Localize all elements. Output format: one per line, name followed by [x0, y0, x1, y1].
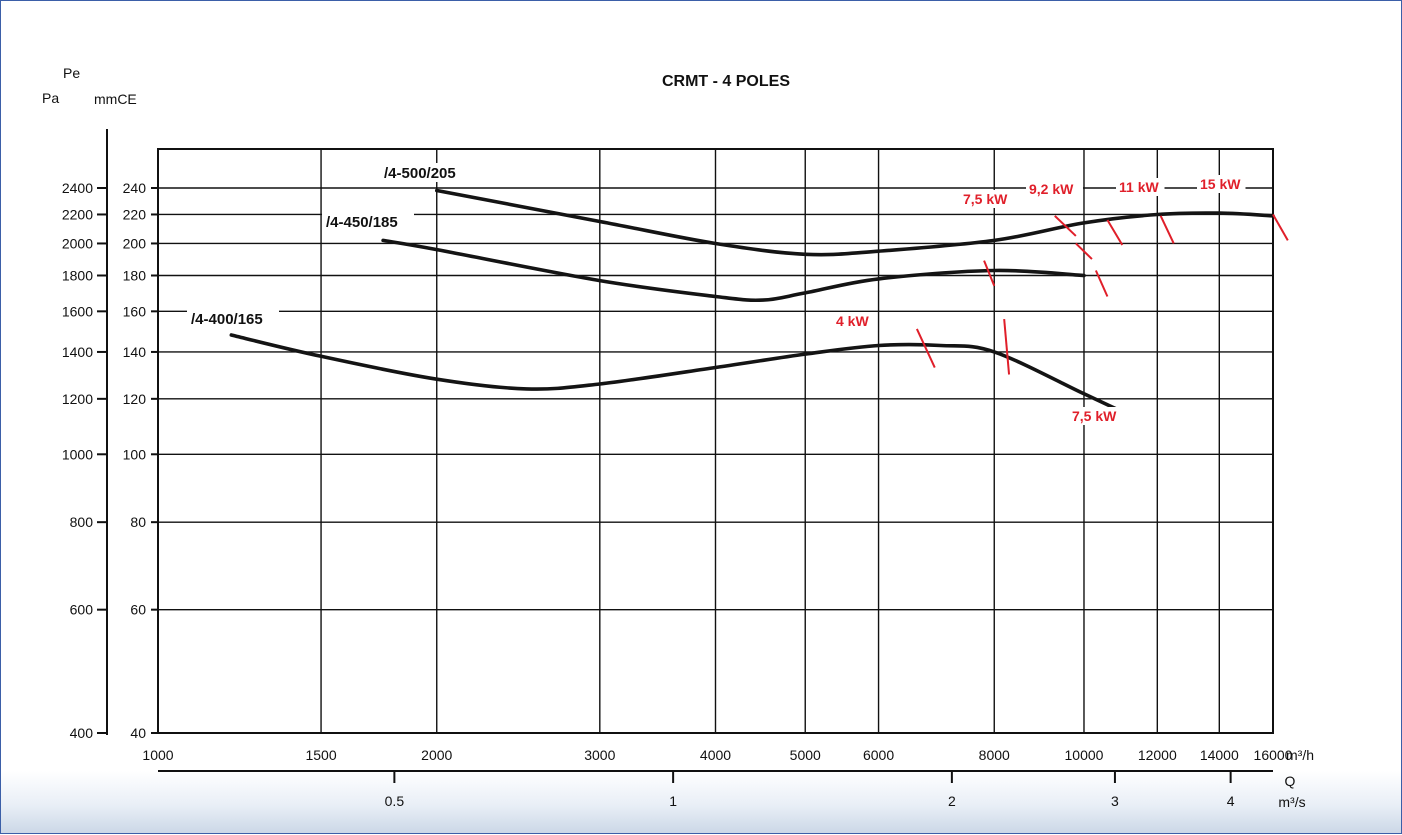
series-label: /4-500/205 [384, 165, 456, 182]
chart-title: CRMT - 4 POLES [662, 73, 790, 90]
power-limit-mark [1272, 213, 1289, 241]
series-label-bg [187, 309, 279, 328]
grid [157, 148, 1274, 734]
pa-tick-label: 800 [70, 514, 94, 530]
power-limit-mark [1159, 215, 1175, 244]
power-label: 9,2 kW [1029, 181, 1074, 197]
x-tick-label: 14000 [1200, 747, 1239, 763]
power-label-bg [1116, 178, 1165, 196]
pa-tick-label: 400 [70, 725, 94, 741]
power-label: 7,5 kW [963, 191, 1008, 207]
x-tick-label: 4000 [700, 747, 731, 763]
power-limit-mark [1054, 215, 1077, 237]
power-label-bg [1069, 407, 1126, 425]
x-tick-label: 2000 [421, 747, 452, 763]
mmce-tick-label: 140 [123, 344, 147, 360]
series-label: /4-400/165 [191, 311, 263, 328]
axes [97, 129, 1273, 783]
series-curve [435, 188, 1275, 257]
mmce-unit-label: mmCE [94, 91, 137, 107]
series-curve [381, 238, 1086, 303]
series-curve [229, 333, 1125, 414]
power-label-bg [1197, 175, 1246, 193]
series-label-bg [322, 212, 414, 231]
series-label: /4-450/185 [326, 214, 398, 231]
x2-tick-label: 0.5 [385, 793, 405, 809]
pa-tick-label: 1800 [62, 268, 93, 284]
power-limit-mark [1106, 219, 1124, 246]
x-tick-label: 8000 [979, 747, 1010, 763]
power-label-bg [932, 290, 938, 308]
mmce-tick-label: 120 [123, 391, 147, 407]
power-label: 11 kW [1119, 179, 1159, 195]
x-tick-label: 10000 [1065, 747, 1104, 763]
pa-tick-label: 2200 [62, 206, 93, 222]
x2-tick-label: 3 [1111, 793, 1119, 809]
x-tick-label: 1500 [305, 747, 336, 763]
pa-tick-label: 1000 [62, 446, 93, 462]
mmce-tick-label: 240 [123, 180, 147, 196]
tick-labels: 1000 1500 2000 3000 4000 5000 6000 8000 10000 120… [62, 180, 1293, 809]
power-marks: 15 kW 11 kW 9,2 kW 7,5 kW 4 kW 7,5 kW [833, 175, 1289, 425]
mmce-tick-label: 200 [123, 235, 147, 251]
power-limit-mark [1075, 242, 1093, 260]
x-q-label: Q [1285, 773, 1296, 789]
power-limit-mark [983, 260, 996, 287]
x-tick-label: 12000 [1138, 747, 1177, 763]
power-label-bg [1026, 180, 1083, 198]
power-label-bg [960, 190, 1017, 208]
mmce-tick-label: 60 [130, 602, 146, 618]
x2-tick-label: 2 [948, 793, 956, 809]
x-tick-label: 16000 [1254, 747, 1293, 763]
pa-unit-label: Pa [42, 90, 59, 106]
mmce-tick-label: 100 [123, 446, 147, 462]
pe-unit-label: Pe [63, 65, 80, 81]
pa-tick-label: 2400 [62, 180, 93, 196]
pa-tick-label: 2000 [62, 235, 93, 251]
x2-tick-label: 4 [1227, 793, 1235, 809]
mmce-tick-label: 80 [130, 514, 146, 530]
power-label: 7,5 kW [1072, 408, 1117, 424]
x-tick-label: 3000 [584, 747, 615, 763]
x2-tick-label: 1 [669, 793, 677, 809]
power-label: 15 kW [1200, 176, 1241, 192]
series-label-bg [380, 163, 472, 182]
pa-tick-label: 1600 [62, 303, 93, 319]
pa-tick-label: 600 [70, 602, 94, 618]
x-tick-label: 1000 [142, 747, 173, 763]
x-unit-h-label: m³/h [1286, 747, 1314, 763]
power-limit-mark [1094, 270, 1109, 297]
power-label-bg [833, 312, 873, 330]
x-tick-label: 6000 [863, 747, 894, 763]
mmce-tick-label: 220 [123, 206, 147, 222]
x-unit-s-label: m³/s [1278, 794, 1305, 810]
mmce-tick-label: 40 [130, 725, 146, 741]
mmce-tick-label: 180 [123, 268, 147, 284]
pa-tick-label: 1200 [62, 391, 93, 407]
mmce-tick-label: 160 [123, 303, 147, 319]
power-label: 4 kW [836, 313, 869, 329]
power-limit-mark [915, 328, 936, 368]
curves: /4-500/205/4-450/185/4-400/165 [187, 163, 1275, 414]
power-limit-mark [1003, 318, 1011, 375]
pa-tick-label: 1400 [62, 344, 93, 360]
x-tick-label: 5000 [790, 747, 821, 763]
